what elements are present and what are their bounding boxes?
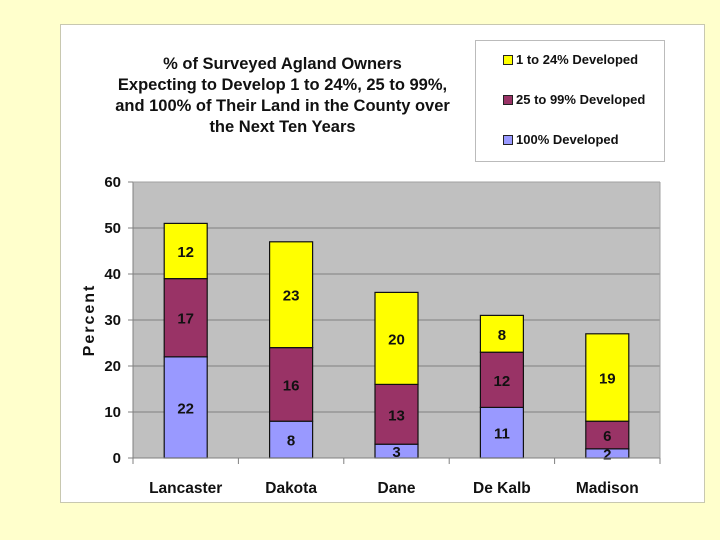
bar-segment [479,406,524,459]
chart-title-line: Expecting to Develop 1 to 24%, 25 to 99%… [117,76,448,94]
legend-swatch-blue [503,134,513,145]
y-tick-label: 40 [104,266,121,283]
data-label: 6 [603,428,611,445]
data-label: 23 [283,288,300,305]
bar-segment [479,314,524,353]
data-label: 17 [177,311,194,328]
y-axis-label: Percent [81,284,98,357]
legend-label: 100% Developed [516,132,619,147]
axes: 0 10 20 30 40 50 60 Lancaster Dakota Dane De Kalb M… [104,174,661,497]
legend-item-25-99: 25 to 99% Developed [503,92,645,107]
bar-segment [374,291,419,385]
x-category-label: Lancaster [149,480,222,497]
chart-title-line: the Next Ten Years [209,118,356,136]
y-tick-label: 60 [104,174,121,191]
data-label: 22 [177,400,194,417]
data-label: 13 [388,407,405,424]
data-label: 12 [177,244,194,261]
legend-swatch-yellow [503,54,513,65]
bar-segment [163,222,208,280]
bar-segment [479,351,524,409]
bar-segment [163,356,208,459]
y-tick-label: 10 [104,404,121,421]
bar-segment [269,241,314,349]
legend-item-1-24: 1 to 24% Developed [503,52,638,67]
data-label: 20 [388,331,405,348]
bar-segment [585,420,630,450]
y-tick-label: 30 [104,312,121,329]
legend-label: 1 to 24% Developed [516,52,639,67]
legend-label: 25 to 99% Developed [516,92,646,107]
x-category-label: Dakota [265,480,317,497]
chart-title-line: % of Surveyed Agland Owners [163,55,402,73]
legend: 1 to 24% Developed 25 to 99% Developed 1… [475,40,665,162]
bar-segment [269,347,314,422]
bar-segment [163,278,208,358]
data-label: 11 [494,426,510,443]
data-label: 12 [494,373,511,390]
bar-segment [585,333,630,422]
chart-title-line: and 100% of Their Land in the County ove… [115,97,450,115]
data-label: 3 [392,444,400,461]
x-category-label: De Kalb [473,480,531,497]
bars: 22 17 12 8 16 23 3 13 20 11 12 8 26 19 [163,222,630,463]
data-label: 19 [599,371,616,388]
bar-segment [374,383,419,445]
x-category-label: Madison [576,480,639,497]
data-label: 8 [287,433,295,450]
chart-title: % of Surveyed Agland Owners Expecting to… [100,54,465,138]
legend-item-100: 100% Developed [503,132,619,147]
legend-swatch-maroon [503,94,513,105]
y-tick-label: 20 [104,358,121,375]
x-category-label: Dane [378,480,416,497]
data-label: 8 [498,327,506,344]
data-label: 2 [603,446,611,463]
y-tick-label: 50 [104,220,121,237]
y-tick-label: 0 [113,450,121,467]
data-label: 16 [283,377,300,394]
